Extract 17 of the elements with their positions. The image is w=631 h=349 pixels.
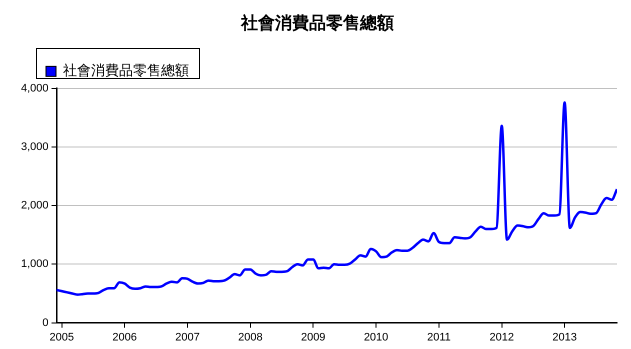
x-tick-label: 2007 xyxy=(175,331,200,344)
x-tick-label: 2006 xyxy=(112,331,137,344)
y-tick-label: 3,000 xyxy=(20,141,49,154)
x-tick-label: 2005 xyxy=(50,331,74,344)
x-tick-label: 2013 xyxy=(552,331,577,344)
chart-title: 社會消費品零售總額 xyxy=(240,14,394,34)
line-series xyxy=(56,101,617,296)
legend-label: 社會消費品零售總額 xyxy=(63,63,189,80)
y-tick-label: 1,000 xyxy=(20,258,49,270)
x-tick-label: 2010 xyxy=(364,331,388,344)
x-tick-label: 2008 xyxy=(238,331,263,344)
x-tick-label: 2012 xyxy=(490,331,514,344)
x-tick-label: 2011 xyxy=(427,331,451,344)
x-tick-label: 2009 xyxy=(300,331,326,344)
y-tick-label: 0 xyxy=(42,316,49,329)
y-tick-label: 2,000 xyxy=(20,200,49,212)
y-tick-label: 4,000 xyxy=(20,82,49,94)
